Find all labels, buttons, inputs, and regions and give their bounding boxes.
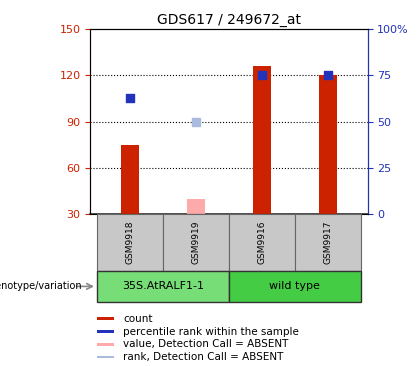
Text: count: count (123, 314, 152, 324)
Text: GSM9919: GSM9919 (192, 221, 200, 264)
Point (192, 119, 199, 124)
Bar (97, 214, 163, 271)
Bar (97, 343, 114, 346)
Bar (319, 75, 337, 214)
Bar (229, 214, 295, 271)
Bar (121, 145, 139, 214)
Bar (163, 214, 229, 271)
Bar (97, 271, 229, 302)
Text: GSM9918: GSM9918 (126, 221, 134, 264)
Point (259, 72, 265, 78)
Text: genotype/variation: genotype/variation (0, 281, 82, 291)
Bar (229, 271, 361, 302)
Text: GSM9917: GSM9917 (323, 221, 332, 264)
Bar (186, 199, 205, 214)
Bar (97, 317, 114, 320)
Title: GDS617 / 249672_at: GDS617 / 249672_at (157, 13, 301, 27)
Point (325, 72, 331, 78)
Text: percentile rank within the sample: percentile rank within the sample (123, 326, 299, 337)
Text: wild type: wild type (270, 281, 320, 291)
Text: 35S.AtRALF1-1: 35S.AtRALF1-1 (122, 281, 204, 291)
Bar (97, 330, 114, 333)
Bar (97, 356, 114, 358)
Text: value, Detection Call = ABSENT: value, Detection Call = ABSENT (123, 339, 289, 349)
Bar (253, 66, 271, 214)
Bar (295, 214, 361, 271)
Point (126, 95, 133, 101)
Text: GSM9916: GSM9916 (257, 221, 266, 264)
Text: rank, Detection Call = ABSENT: rank, Detection Call = ABSENT (123, 352, 284, 362)
